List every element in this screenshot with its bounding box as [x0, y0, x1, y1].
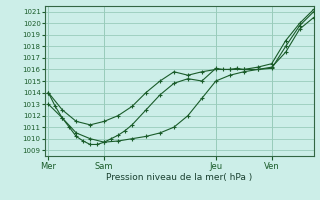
X-axis label: Pression niveau de la mer( hPa ): Pression niveau de la mer( hPa ) [106, 173, 252, 182]
